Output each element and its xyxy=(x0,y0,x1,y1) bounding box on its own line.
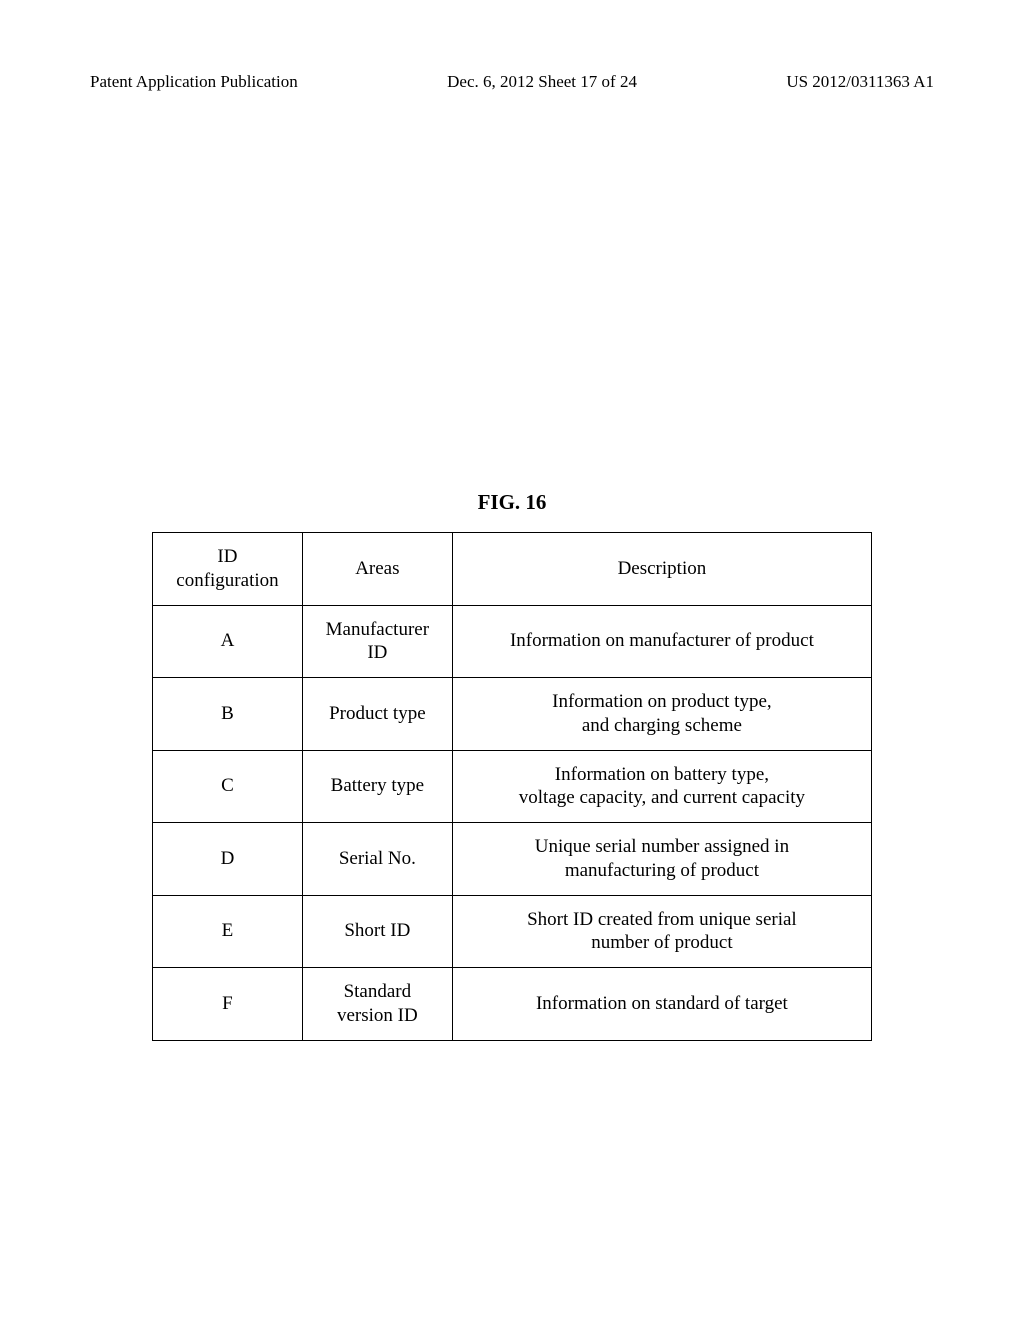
cell-id: A xyxy=(153,605,303,678)
cell-id: B xyxy=(153,678,303,751)
cell-id: F xyxy=(153,968,303,1041)
figure-table-container: IDconfiguration Areas Description A Manu… xyxy=(152,532,872,1041)
col-header-id-config: IDconfiguration xyxy=(153,533,303,606)
col-header-description: Description xyxy=(452,533,871,606)
table-body: IDconfiguration Areas Description A Manu… xyxy=(153,533,872,1041)
table-row: A ManufacturerID Information on manufact… xyxy=(153,605,872,678)
header-center: Dec. 6, 2012 Sheet 17 of 24 xyxy=(447,72,637,92)
id-config-table: IDconfiguration Areas Description A Manu… xyxy=(152,532,872,1041)
table-row: E Short ID Short ID created from unique … xyxy=(153,895,872,968)
header-right: US 2012/0311363 A1 xyxy=(786,72,934,92)
cell-area: Battery type xyxy=(302,750,452,823)
cell-area: Product type xyxy=(302,678,452,751)
cell-id: E xyxy=(153,895,303,968)
col-header-areas: Areas xyxy=(302,533,452,606)
cell-id: C xyxy=(153,750,303,823)
cell-description: Short ID created from unique serialnumbe… xyxy=(452,895,871,968)
cell-area: Serial No. xyxy=(302,823,452,896)
table-row: B Product type Information on product ty… xyxy=(153,678,872,751)
cell-description: Information on standard of target xyxy=(452,968,871,1041)
table-row: C Battery type Information on battery ty… xyxy=(153,750,872,823)
page-header: Patent Application Publication Dec. 6, 2… xyxy=(0,72,1024,92)
cell-area: Short ID xyxy=(302,895,452,968)
table-row: D Serial No. Unique serial number assign… xyxy=(153,823,872,896)
table-row: F Standardversion ID Information on stan… xyxy=(153,968,872,1041)
cell-area: ManufacturerID xyxy=(302,605,452,678)
cell-description: Information on manufacturer of product xyxy=(452,605,871,678)
cell-description: Unique serial number assigned inmanufact… xyxy=(452,823,871,896)
figure-title: FIG. 16 xyxy=(0,490,1024,515)
header-left: Patent Application Publication xyxy=(90,72,298,92)
cell-description: Information on battery type,voltage capa… xyxy=(452,750,871,823)
table-header-row: IDconfiguration Areas Description xyxy=(153,533,872,606)
cell-area: Standardversion ID xyxy=(302,968,452,1041)
cell-id: D xyxy=(153,823,303,896)
cell-description: Information on product type,and charging… xyxy=(452,678,871,751)
